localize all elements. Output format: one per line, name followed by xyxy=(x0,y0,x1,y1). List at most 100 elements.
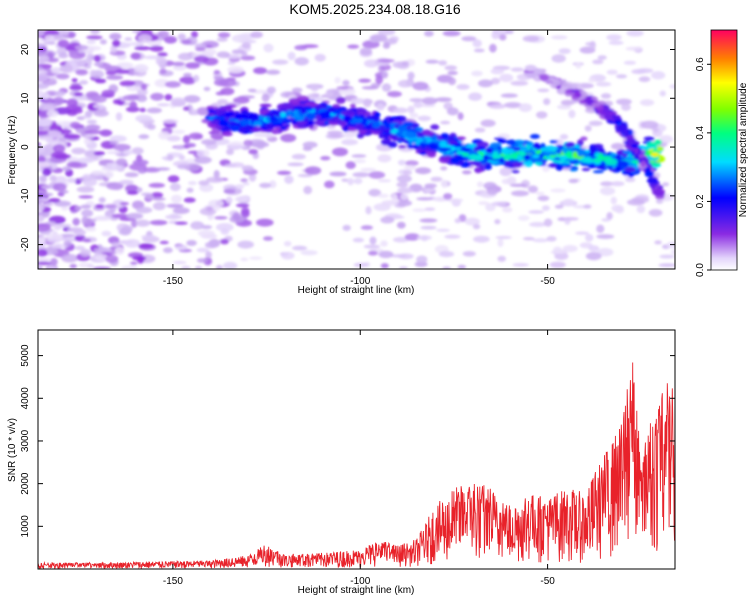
noise-blob xyxy=(122,94,140,101)
noise-blob xyxy=(132,159,149,166)
noise-blob xyxy=(54,154,71,160)
noise-blob xyxy=(400,193,409,201)
noise-blob xyxy=(585,252,602,261)
noise-blob xyxy=(124,37,133,41)
noise-blob xyxy=(203,86,211,92)
noise-blob xyxy=(329,171,347,177)
snr-panel: -150 -100 -50 1000 2000 3000 4000 5000 Height o… xyxy=(7,329,676,596)
ridge-blob xyxy=(564,142,576,148)
noise-blob xyxy=(95,204,105,209)
noise-blob xyxy=(213,76,224,80)
noise-blob xyxy=(409,98,424,103)
noise-blob xyxy=(147,123,156,130)
noise-blob xyxy=(438,251,455,258)
noise-blob xyxy=(93,247,112,253)
noise-blob xyxy=(421,97,438,105)
noise-blob xyxy=(659,254,675,259)
noise-blob xyxy=(358,78,372,83)
noise-blob xyxy=(490,68,505,75)
noise-blob xyxy=(596,224,605,233)
noise-blob xyxy=(551,35,568,40)
noise-blob xyxy=(104,204,117,209)
noise-blob xyxy=(167,175,180,183)
noise-blob xyxy=(68,50,79,54)
ridge-core-blob xyxy=(454,147,462,151)
noise-blob xyxy=(232,212,241,221)
noise-blob xyxy=(56,120,73,126)
noise-blob xyxy=(128,41,144,47)
noise-blob xyxy=(518,215,530,221)
noise-blob xyxy=(90,30,100,35)
noise-blob xyxy=(208,199,224,208)
noise-blob xyxy=(240,55,256,61)
noise-blob xyxy=(188,181,197,186)
noise-blob xyxy=(53,225,62,231)
noise-blob xyxy=(478,79,493,88)
noise-blob xyxy=(181,39,192,45)
noise-blob xyxy=(670,249,675,255)
noise-blob xyxy=(184,163,201,172)
noise-blob xyxy=(283,241,292,247)
ridge-core-blob xyxy=(230,122,242,126)
noise-blob xyxy=(99,129,113,137)
noise-blob xyxy=(639,99,655,106)
noise-blob xyxy=(172,129,186,135)
noise-blob xyxy=(390,254,407,258)
noise-blob xyxy=(369,34,388,42)
noise-blob xyxy=(38,223,51,232)
noise-blob xyxy=(93,266,111,269)
ridge-core-blob xyxy=(207,113,216,117)
noise-blob xyxy=(263,236,273,241)
noise-blob xyxy=(352,237,365,243)
noise-blob xyxy=(46,238,61,243)
noise-blob xyxy=(474,127,486,133)
noise-blob xyxy=(164,36,177,44)
noise-blob xyxy=(39,55,50,63)
noise-blob xyxy=(82,238,92,243)
noise-blob xyxy=(177,33,186,41)
noise-blob xyxy=(404,233,421,241)
noise-blob xyxy=(86,35,103,40)
noise-blob xyxy=(472,39,482,48)
noise-blob xyxy=(152,201,166,211)
ridge-core-blob xyxy=(439,140,447,148)
noise-blob xyxy=(101,230,112,237)
noise-blob xyxy=(110,44,117,54)
noise-blob xyxy=(38,90,43,98)
noise-blob xyxy=(167,154,174,162)
ridge-blob xyxy=(568,161,580,165)
noise-blob xyxy=(43,103,54,108)
noise-blob xyxy=(287,51,296,61)
ridge-blob xyxy=(350,103,356,109)
noise-blob xyxy=(75,69,88,76)
noise-blob xyxy=(405,160,419,166)
spectrogram-frame xyxy=(37,29,676,270)
noise-blob xyxy=(199,207,217,216)
ridge-blob xyxy=(335,96,346,104)
noise-blob xyxy=(157,30,170,38)
ridge-blob xyxy=(509,162,523,168)
noise-blob xyxy=(606,69,618,75)
noise-blob xyxy=(336,86,349,90)
noise-blob xyxy=(69,85,83,91)
ridge-core-blob xyxy=(397,124,407,133)
noise-blob xyxy=(186,187,194,193)
noise-blob xyxy=(38,83,49,90)
ridge-core-blob xyxy=(520,145,528,152)
noise-blob xyxy=(575,231,589,235)
noise-blob xyxy=(294,57,309,66)
noise-blob xyxy=(327,125,336,129)
noise-blob xyxy=(77,59,87,67)
ridge-core-blob xyxy=(346,109,355,115)
noise-blob xyxy=(38,43,46,49)
noise-blob xyxy=(588,77,596,83)
ridge-core-blob xyxy=(594,152,600,157)
noise-blob xyxy=(50,258,58,266)
noise-blob xyxy=(420,225,437,230)
noise-blob xyxy=(523,237,535,241)
noise-blob xyxy=(250,31,263,39)
noise-blob xyxy=(121,265,138,269)
noise-blob xyxy=(562,245,578,253)
noise-blob xyxy=(255,218,274,227)
ridge-blob xyxy=(448,135,455,143)
